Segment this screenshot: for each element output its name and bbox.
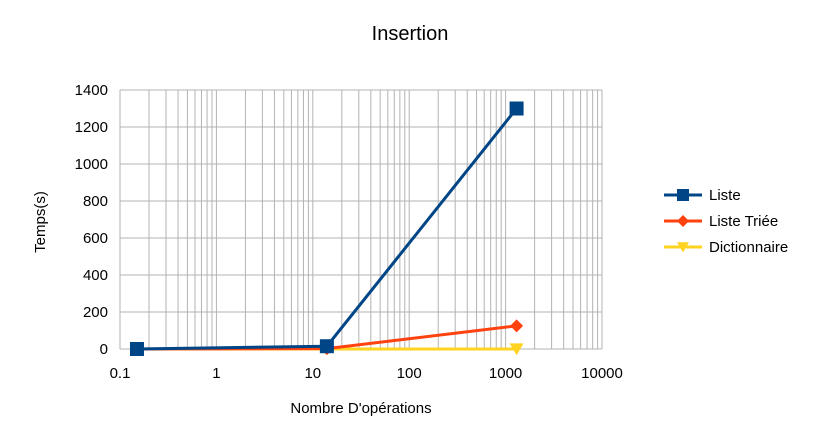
x-tick-label: 100 — [397, 365, 422, 382]
x-tick-label: 10 — [304, 365, 321, 382]
x-axis-label: Nombre D'opérations — [290, 400, 431, 417]
legend-item: Liste — [664, 187, 741, 204]
y-axis-label: Temps(s) — [32, 191, 49, 253]
legend-label: Dictionnaire — [709, 239, 788, 256]
y-tick-label: 400 — [83, 267, 108, 284]
data-point — [319, 339, 334, 354]
axes — [120, 90, 603, 350]
y-tick-label: 0 — [100, 341, 108, 358]
x-tick-label: 1000 — [489, 365, 522, 382]
series-liste — [129, 101, 524, 356]
legend-label: Liste — [709, 187, 741, 204]
legend-label: Liste Triée — [709, 213, 778, 230]
grid — [119, 89, 602, 350]
x-tick-labels: 0.1 1 10 100 1000 10000 — [110, 365, 623, 382]
x-tick-label: 1 — [212, 365, 220, 382]
data-point — [509, 101, 524, 116]
legend: Liste Liste Triée Dictionnaire — [664, 187, 788, 256]
y-tick-label: 1200 — [75, 119, 108, 136]
data-point — [129, 342, 144, 356]
y-tick-label: 200 — [83, 304, 108, 321]
x-tick-label: 10000 — [581, 365, 623, 382]
x-tick-label: 0.1 — [110, 365, 131, 382]
y-tick-label: 600 — [83, 230, 108, 247]
data-point — [510, 319, 524, 333]
chart-title: Insertion — [372, 23, 449, 45]
y-tick-label: 1000 — [75, 156, 108, 173]
legend-item: Liste Triée — [664, 213, 778, 230]
data-point — [677, 189, 689, 201]
data-point — [677, 242, 689, 253]
series-line — [136, 107, 518, 351]
data-point — [677, 215, 689, 227]
y-tick-label: 800 — [83, 193, 108, 210]
data-point — [509, 343, 524, 356]
y-tick-labels: 0 200 400 600 800 1000 1200 1400 — [75, 82, 108, 358]
y-tick-label: 1400 — [75, 82, 108, 99]
series-group — [129, 101, 524, 356]
legend-item: Dictionnaire — [664, 239, 788, 256]
